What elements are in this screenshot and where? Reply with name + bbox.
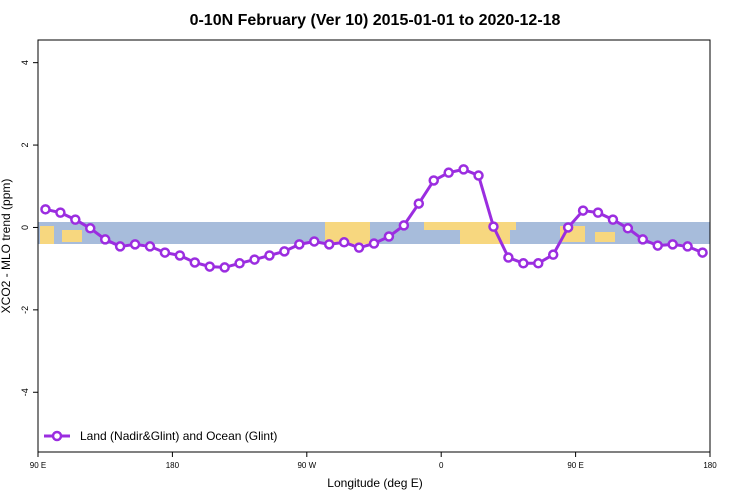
point xyxy=(174,250,186,261)
point xyxy=(518,258,529,269)
point xyxy=(473,170,484,181)
point xyxy=(607,214,619,225)
point xyxy=(323,239,335,250)
x-tick-label: 90 E xyxy=(30,461,46,470)
point xyxy=(368,238,380,249)
x-tick-label: 0 xyxy=(439,461,444,470)
plot-frame xyxy=(37,39,711,453)
point xyxy=(428,175,439,186)
point xyxy=(159,247,171,258)
point xyxy=(383,231,395,242)
y-tick-label: 2 xyxy=(20,143,30,148)
point xyxy=(353,242,365,253)
y-axis-label: XCO2 - MLO trend (ppm) xyxy=(0,179,13,314)
x-tick-label: 90 W xyxy=(297,461,316,470)
x-tick-label: 90 E xyxy=(567,461,583,470)
point xyxy=(55,207,66,218)
point xyxy=(682,241,693,252)
point xyxy=(40,204,51,215)
point xyxy=(129,239,141,250)
point xyxy=(547,249,559,260)
point xyxy=(637,234,649,245)
point xyxy=(309,236,320,247)
point xyxy=(294,239,305,250)
x-tick-label: 180 xyxy=(703,461,717,470)
point xyxy=(70,214,81,225)
point xyxy=(219,262,230,273)
point xyxy=(338,237,350,248)
x-axis-label: Longitude (deg E) xyxy=(327,476,422,490)
point xyxy=(503,252,514,263)
y-tick-label: -4 xyxy=(20,388,30,396)
point xyxy=(144,241,156,252)
point xyxy=(279,246,290,257)
x-tick-label: 180 xyxy=(166,461,180,470)
y-tick-label: 4 xyxy=(20,60,30,65)
point xyxy=(667,239,678,250)
point xyxy=(204,261,215,272)
point xyxy=(99,234,111,245)
y-tick-label: -2 xyxy=(20,306,30,314)
point xyxy=(622,223,634,234)
point xyxy=(189,257,201,268)
point xyxy=(264,250,275,261)
point xyxy=(488,221,499,232)
point xyxy=(234,258,245,269)
point xyxy=(458,164,469,175)
point xyxy=(533,258,544,269)
chart-title: 0-10N February (Ver 10) 2015-01-01 to 20… xyxy=(190,12,561,29)
point xyxy=(652,240,663,251)
map-band xyxy=(38,222,710,244)
legend-marker xyxy=(51,430,63,442)
point xyxy=(577,205,589,216)
point xyxy=(398,220,410,231)
point xyxy=(413,198,425,209)
series-line xyxy=(45,167,704,269)
point xyxy=(562,222,574,233)
point xyxy=(443,167,454,178)
legend-label: Land (Nadir&Glint) and Ocean (Glint) xyxy=(80,429,277,443)
point xyxy=(592,207,604,218)
point xyxy=(697,247,708,258)
point xyxy=(114,241,126,252)
point xyxy=(85,223,96,234)
y-tick-label: 0 xyxy=(20,225,30,230)
point xyxy=(249,254,260,265)
